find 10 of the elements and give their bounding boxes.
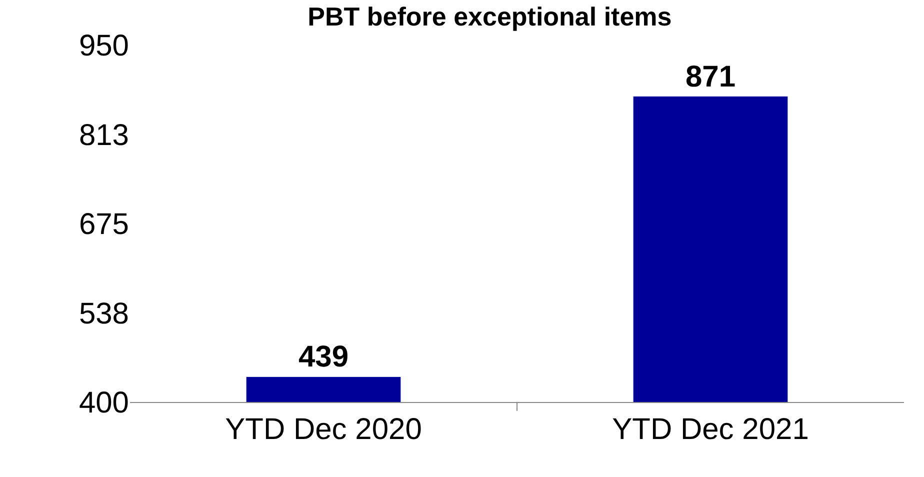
y-tick-label: 400 — [78, 386, 129, 420]
y-tick-label: 675 — [78, 208, 129, 241]
y-tick-label: 538 — [78, 297, 129, 330]
x-tick-label: YTD Dec 2020 — [225, 413, 422, 446]
data-label: 871 — [685, 60, 736, 94]
x-tick-label: YTD Dec 2021 — [612, 413, 809, 446]
chart-title: PBT before exceptional items — [308, 1, 672, 32]
y-tick-label: 950 — [78, 30, 129, 62]
y-tick-label: 813 — [78, 118, 129, 152]
data-label: 439 — [298, 340, 349, 374]
